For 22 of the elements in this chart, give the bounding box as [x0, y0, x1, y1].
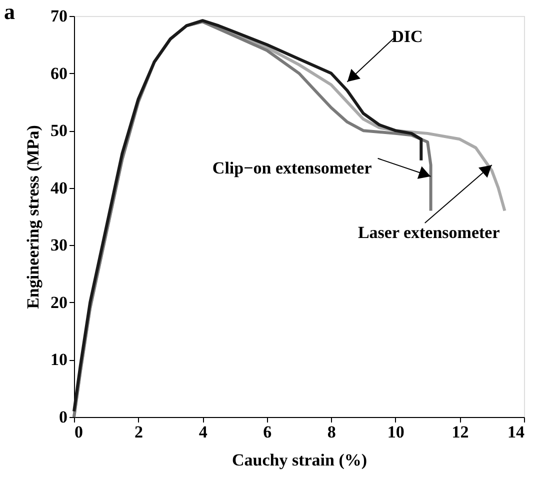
y-axis-title: Engineering stress (MPa): [24, 125, 42, 309]
x-tick-label: 10: [387, 422, 404, 442]
y-tick-label: 70: [50, 6, 68, 26]
y-tick-label: 0: [59, 408, 68, 426]
x-tick-label: 8: [327, 422, 336, 442]
y-tick-label: 50: [50, 121, 68, 140]
annotation: Clip−on extensometer: [212, 158, 372, 178]
chart-title: a: [4, 0, 15, 24]
annotation: Laser extensometer: [358, 222, 500, 242]
x-tick-label: 4: [198, 422, 208, 442]
y-tick-label: 30: [50, 236, 68, 255]
x-tick-label: 6: [263, 422, 272, 442]
x-tick-label: 14: [508, 422, 525, 442]
x-tick-label: 12: [452, 422, 469, 442]
y-tick-label: 40: [50, 178, 68, 198]
y-tick-label: 60: [50, 64, 68, 83]
x-axis-title: Cauchy strain (%): [232, 450, 368, 470]
x-tick-label: 0: [74, 422, 83, 442]
x-tick-label: 2: [134, 422, 144, 442]
annotation: DIC: [392, 26, 423, 46]
y-tick-label: 20: [50, 292, 68, 312]
y-tick-label: 10: [50, 350, 68, 370]
